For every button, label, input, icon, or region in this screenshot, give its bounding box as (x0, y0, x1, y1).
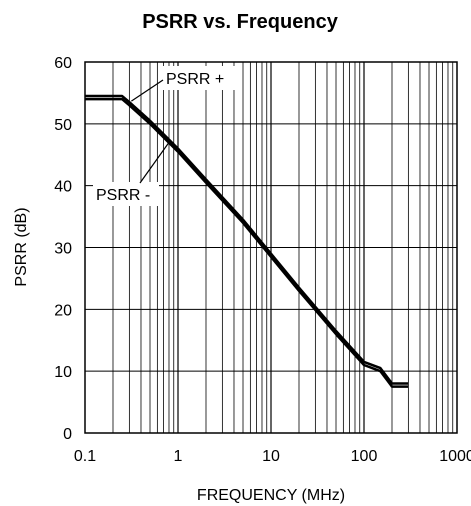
annotation-leader-line (139, 142, 170, 184)
x-tick-label: 0.1 (74, 448, 96, 465)
annotation-bg (162, 66, 236, 90)
x-tick-label: 100 (351, 448, 378, 465)
annotation-psrr-plus: PSRR + (166, 71, 224, 88)
x-tick-label: 10 (262, 448, 280, 465)
annotation-leader-line (131, 79, 164, 102)
y-tick-label: 60 (54, 55, 72, 72)
grid-lines (85, 62, 457, 433)
y-tick-label: 20 (54, 302, 72, 319)
x-tick-label: 1000 (439, 448, 471, 465)
x-tick-label: 1 (174, 448, 183, 465)
y-tick-label: 50 (54, 117, 72, 134)
series-line-psrr-minus (85, 97, 409, 388)
y-tick-label: 40 (54, 179, 72, 196)
y-axis-label: PSRR (dB) (13, 207, 30, 286)
series-line-psrr-plus (85, 94, 409, 385)
annotation-psrr-minus: PSRR - (96, 187, 150, 204)
y-tick-label: 10 (54, 364, 72, 381)
series-layer (85, 94, 409, 388)
y-tick-label: 0 (63, 426, 72, 443)
tick-labels: 0.1 1 10 100 1000 0 10 20 30 40 50 60 (54, 55, 471, 465)
plot-frame (84, 61, 458, 434)
x-axis-label: FREQUENCY (MHz) (197, 487, 345, 504)
annotation-bg (93, 182, 159, 206)
y-tick-label: 30 (54, 241, 72, 258)
annotation-layer: PSRR + PSRR - (93, 66, 236, 206)
chart-title: PSRR vs. Frequency (142, 11, 339, 33)
